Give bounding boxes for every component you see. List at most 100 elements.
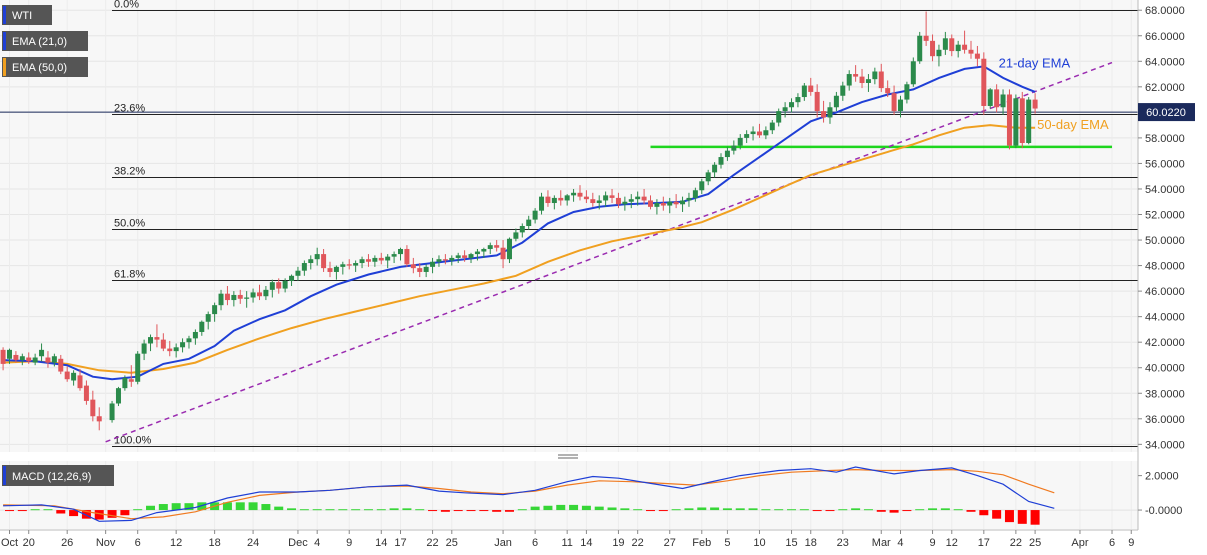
macd-histogram-bar (69, 510, 79, 517)
time-tick-label: 22 (1010, 537, 1022, 549)
macd-tick-label: 2.0000 (1145, 471, 1179, 483)
candle-body (987, 89, 993, 106)
candle-body (1006, 94, 1012, 146)
time-tick-label: 18 (208, 537, 220, 549)
candle-body (109, 403, 115, 421)
legend-macd[interactable]: MACD (12,26,9) (2, 465, 114, 486)
candle-body (391, 254, 397, 257)
candle-body (718, 157, 724, 165)
candle-body (58, 358, 64, 372)
ema50-line (3, 124, 1036, 374)
candle-body (994, 89, 1000, 108)
legend-ema50[interactable]: EMA (50,0) (2, 57, 88, 77)
macd-histogram-bar (325, 509, 335, 511)
candle-body (744, 134, 750, 138)
time-tick-label: 22 (632, 537, 644, 549)
macd-histogram-bar (492, 510, 502, 512)
candle-body (603, 195, 609, 201)
candle-body (506, 238, 512, 260)
candle-body (212, 305, 218, 315)
time-tick-label: 12 (946, 537, 958, 549)
candle-body (910, 61, 916, 85)
macd-histogram-bar (94, 510, 104, 520)
candle-body (468, 254, 474, 258)
candle-body (615, 197, 621, 205)
macd-histogram-bar (504, 510, 514, 512)
macd-histogram-bar (363, 509, 373, 511)
candle-body (814, 91, 820, 112)
candle-body (789, 102, 795, 108)
candle-body (321, 254, 327, 269)
candle-body (308, 259, 314, 264)
price-tick-label: 52.0000 (1145, 210, 1185, 222)
candle-body (846, 74, 852, 86)
time-tick-label: 4 (897, 537, 903, 549)
macd-histogram-bar (774, 509, 784, 511)
candle-body (148, 337, 154, 344)
candle-body (83, 385, 89, 401)
macd-histogram-bar (171, 503, 181, 511)
candle-body (577, 192, 583, 197)
candle-body (269, 282, 275, 290)
legend-wti[interactable]: WTI (2, 5, 52, 25)
legend-ema21[interactable]: EMA (21,0) (2, 31, 88, 51)
candle-body (474, 251, 480, 255)
candle-body (314, 254, 320, 260)
candle-body (660, 203, 666, 206)
macd-histogram-bar (581, 505, 591, 511)
macd-histogram-bar (287, 508, 297, 511)
candle-body (122, 377, 128, 389)
candle-body (410, 264, 416, 269)
candle-body (141, 343, 147, 354)
candle-body (949, 38, 955, 52)
candle-body (45, 357, 51, 363)
macd-histogram-bar (838, 509, 848, 511)
macd-histogram-bar (940, 508, 950, 511)
candle-body (583, 196, 589, 200)
fib-level-label: 100.0% (114, 435, 152, 447)
macd-histogram-bar (633, 509, 643, 511)
candle-body (430, 261, 436, 267)
candle-body (154, 337, 160, 340)
candle-body (564, 195, 570, 201)
candle-body (205, 314, 211, 322)
candle-body (962, 44, 968, 50)
legend-wti-label: WTI (12, 10, 32, 22)
price-tick-label: 44.0000 (1145, 312, 1185, 324)
candle-body (398, 248, 404, 255)
candle-body (641, 196, 647, 201)
price-tick-label: 34.0000 (1145, 439, 1185, 451)
price-tick-label: 42.0000 (1145, 337, 1185, 349)
candle-body (353, 263, 359, 266)
fib-level-label: 50.0% (114, 218, 145, 230)
candle-body (192, 331, 198, 339)
current-price-value: 60.0220 (1146, 107, 1186, 119)
candle-body (436, 259, 442, 262)
candle-body (680, 200, 686, 205)
candle-body (346, 264, 352, 266)
candle-body (237, 294, 243, 299)
macd-histogram-bar (799, 509, 809, 511)
fib-level-label: 38.2% (114, 166, 145, 178)
candle-body (26, 357, 32, 362)
candle-body (167, 348, 173, 352)
candle-body (981, 58, 987, 106)
macd-histogram-bar (710, 507, 720, 511)
candle-body (1032, 99, 1038, 109)
candle-body (359, 259, 365, 264)
candle-body (160, 339, 166, 349)
candle-body (539, 196, 545, 211)
time-tick-label: 26 (61, 537, 73, 549)
candle-body (218, 293, 224, 306)
candle-body (974, 53, 980, 59)
time-tick-label: 27 (664, 537, 676, 549)
macd-histogram-bar (235, 502, 245, 511)
macd-histogram-bar (812, 510, 822, 512)
candle-body (282, 280, 288, 289)
candle-body (942, 38, 948, 50)
candle-body (673, 201, 679, 205)
price-tick-label: 62.0000 (1145, 82, 1185, 94)
pane-resize-handle[interactable] (558, 454, 578, 459)
candle-body (551, 197, 557, 204)
price-tick-label: 64.0000 (1145, 56, 1185, 68)
